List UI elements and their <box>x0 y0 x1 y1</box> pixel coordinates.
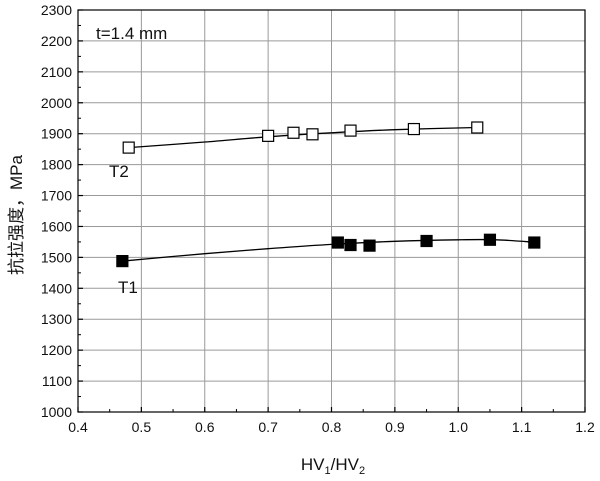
y-tick-label: 2300 <box>41 2 72 18</box>
x-tick-label: 1.2 <box>575 419 595 435</box>
point-T2 <box>287 126 300 139</box>
y-tick-label: 1000 <box>41 404 72 420</box>
y-tick-label: 1900 <box>41 126 72 142</box>
fit-curve-T2 <box>128 126 478 149</box>
data-markers <box>116 121 541 268</box>
point-T1 <box>483 233 497 246</box>
y-tick-label: 1600 <box>41 218 72 234</box>
fit-curves <box>122 126 535 262</box>
y-tick-label: 1300 <box>41 311 72 327</box>
point-T1 <box>116 254 129 268</box>
y-tick-label: 2000 <box>41 95 72 111</box>
x-tick-label: 1.1 <box>512 419 532 435</box>
x-tick-label: 0.8 <box>322 419 342 435</box>
point-T2 <box>262 129 275 142</box>
x-tick-label: 0.7 <box>258 419 278 435</box>
point-T1 <box>528 236 541 249</box>
y-axis-label: 抗拉强度，MPa <box>7 154 26 274</box>
y-tick-label: 2100 <box>41 64 72 80</box>
axis-ticks: 0.4 0.5 0.6 0.7 0.8 0.9 1.0 1.1 1.2 1000 1100 1200 1… <box>41 2 595 435</box>
x-tick-label: 0.6 <box>195 419 215 435</box>
point-T2 <box>407 122 420 136</box>
series-label-T1: T1 <box>118 278 138 297</box>
point-T1 <box>420 234 433 248</box>
point-T1 <box>331 236 344 249</box>
point-T2 <box>122 141 135 154</box>
grid <box>78 10 585 412</box>
annotation-thickness: t=1.4 mm <box>96 24 167 43</box>
point-T1 <box>344 238 357 252</box>
x-tick-label: 0.4 <box>68 419 88 435</box>
y-tick-label: 1100 <box>42 373 72 389</box>
x-tick-label: 0.5 <box>132 419 152 435</box>
point-T2 <box>471 121 484 134</box>
y-tick-label: 1800 <box>41 157 72 173</box>
x-tick-label: 0.9 <box>385 419 405 435</box>
x-axis-label: HV1/HV2 <box>301 455 365 477</box>
y-tick-label: 1400 <box>41 280 72 296</box>
y-tick-label: 1700 <box>41 188 72 204</box>
y-tick-label: 1500 <box>41 249 72 265</box>
y-tick-label: 2200 <box>41 33 72 49</box>
series-label-T2: T2 <box>109 162 129 181</box>
y-tick-label: 1200 <box>41 342 72 358</box>
point-T2 <box>344 124 357 137</box>
point-T2 <box>306 128 319 141</box>
x-tick-label: 1.0 <box>449 419 469 435</box>
point-T1 <box>363 239 376 252</box>
